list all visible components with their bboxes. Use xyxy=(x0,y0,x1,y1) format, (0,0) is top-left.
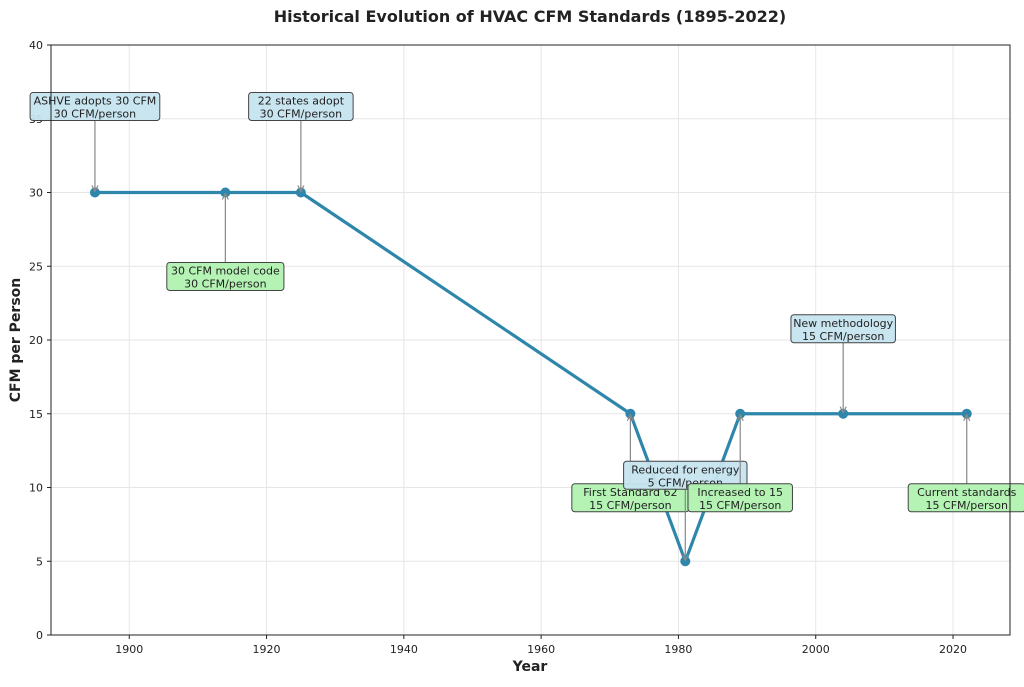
x-axis-label: Year xyxy=(512,659,548,675)
arrowhead-icon xyxy=(626,413,634,422)
annotation-value: 30 CFM/person xyxy=(260,108,342,121)
annotation-box xyxy=(166,262,285,291)
arrowhead-icon xyxy=(681,553,689,562)
arrowhead-icon xyxy=(963,413,971,422)
arrowhead-icon xyxy=(297,185,305,193)
annotation-title: Current standards xyxy=(917,486,1017,499)
chart-title: Historical Evolution of HVAC CFM Standar… xyxy=(274,7,787,26)
y-axis-label: CFM per Person xyxy=(8,278,24,403)
x-tick-label: 1960 xyxy=(527,643,555,656)
y-tick-label: 10 xyxy=(29,482,43,495)
annotation-box xyxy=(907,483,1024,513)
annotation-value: 30 CFM/person xyxy=(54,108,136,121)
annotation-title: 22 states adopt xyxy=(258,95,345,108)
x-tick-label: 1920 xyxy=(253,643,281,656)
annotation-box xyxy=(29,92,161,121)
annotation-value: 15 CFM/person xyxy=(926,499,1008,512)
y-tick-label: 15 xyxy=(29,408,43,421)
y-tick-label: 20 xyxy=(29,334,43,347)
arrowhead-icon xyxy=(839,406,847,415)
x-tick-label: 1940 xyxy=(390,643,418,656)
annotation-title: ASHVE adopts 30 CFM xyxy=(34,95,157,108)
annotation-title: 30 CFM model code xyxy=(171,265,280,278)
annotation-value: 30 CFM/person xyxy=(184,278,266,291)
plot-frame xyxy=(50,44,1011,636)
annotation-title: New methodology xyxy=(793,317,893,330)
arrowhead-icon xyxy=(91,185,99,193)
arrowhead-icon xyxy=(221,192,229,200)
annotation-box xyxy=(790,314,896,344)
annotation-box xyxy=(248,92,354,121)
annotation-value: 15 CFM/person xyxy=(589,499,671,512)
annotation-value: 15 CFM/person xyxy=(802,330,884,343)
data-points xyxy=(89,187,972,567)
arrowhead-icon xyxy=(736,413,744,422)
y-tick-label: 25 xyxy=(29,260,43,273)
annotation-value: 15 CFM/person xyxy=(699,499,781,512)
y-tick-label: 40 xyxy=(29,39,43,52)
x-tick-label: 2000 xyxy=(802,643,830,656)
x-tick-label: 1980 xyxy=(664,643,692,656)
axis-ticks: 1900 1920 1940 1960 1980 2000 2020 0 5 10 15 20 25 30… xyxy=(29,39,967,656)
annotation-title: Increased to 15 xyxy=(697,486,783,499)
x-tick-label: 1900 xyxy=(115,643,143,656)
y-tick-label: 5 xyxy=(36,555,43,568)
y-tick-label: 0 xyxy=(36,629,43,642)
annotation-box xyxy=(623,460,748,490)
y-tick-label: 30 xyxy=(29,187,43,200)
annotation-box xyxy=(687,483,793,513)
x-tick-label: 2020 xyxy=(939,643,967,656)
annotation-title: Reduced for energy xyxy=(631,463,740,476)
